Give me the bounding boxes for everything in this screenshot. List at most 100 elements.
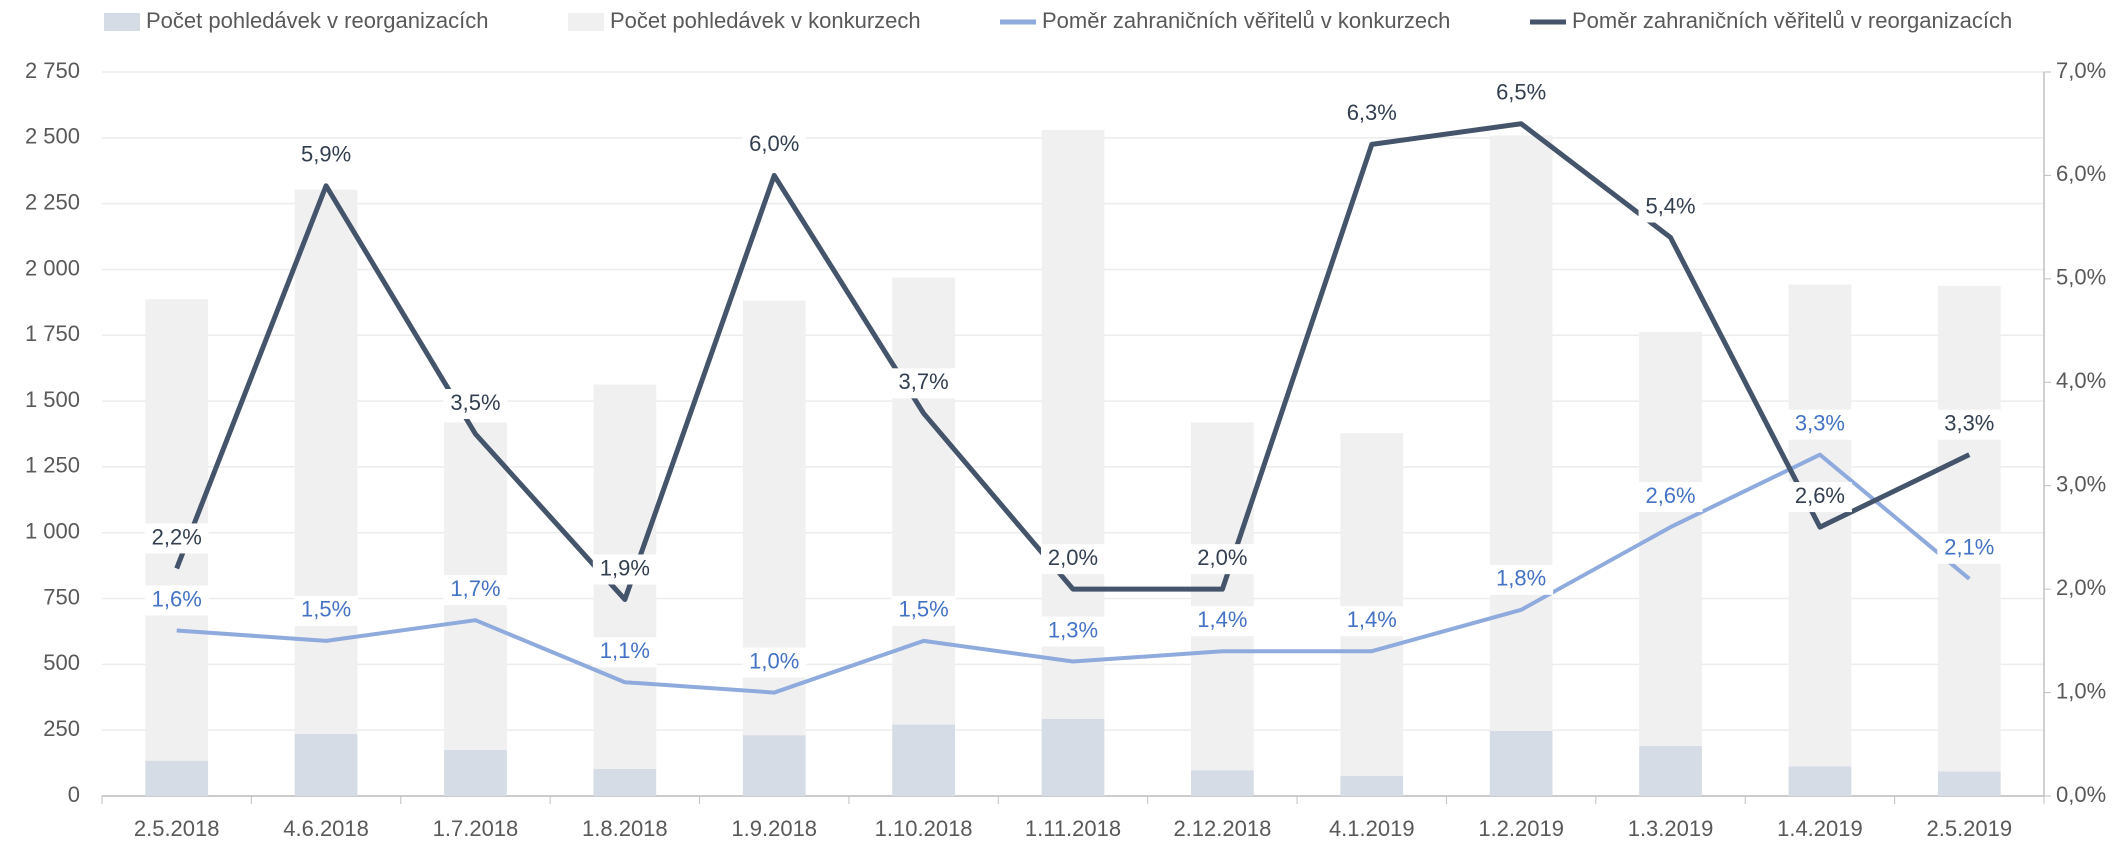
- data-label: 6,3%: [1347, 100, 1397, 125]
- legend-label: Počet pohledávek v reorganizacích: [146, 8, 488, 33]
- data-label: 2,0%: [1048, 545, 1098, 570]
- data-label: 2,6%: [1645, 483, 1695, 508]
- x-tick-label: 1.7.2018: [433, 816, 519, 841]
- y-tick-label: 500: [43, 650, 80, 675]
- data-label: 5,4%: [1645, 193, 1695, 218]
- bar: [1937, 771, 2001, 796]
- x-tick-label: 1.4.2019: [1777, 816, 1863, 841]
- data-label: 5,9%: [301, 142, 351, 167]
- data-label: 2,6%: [1795, 483, 1845, 508]
- y-tick-label: 750: [43, 584, 80, 609]
- label-bg: [1489, 78, 1554, 109]
- bar: [1191, 770, 1254, 796]
- data-label: 2,2%: [152, 524, 202, 549]
- y-tick-label: 2 000: [25, 255, 80, 280]
- label-bg: [742, 130, 807, 161]
- bar: [1191, 422, 1254, 771]
- bar: [1937, 285, 2001, 772]
- bar: [1489, 135, 1553, 731]
- y2-tick-label: 4,0%: [2056, 368, 2106, 393]
- label-bg: [1638, 482, 1703, 513]
- label-bg: [1041, 616, 1105, 647]
- bar: [1489, 730, 1553, 796]
- y-tick-label: 1 500: [25, 387, 80, 412]
- legend-label: Poměr zahraničních věřitelů v konkurzech: [1042, 8, 1450, 33]
- label-bg: [1638, 192, 1703, 223]
- data-label: 2,1%: [1944, 535, 1994, 560]
- label-bg: [1489, 564, 1554, 595]
- x-tick-label: 1.2.2019: [1478, 816, 1564, 841]
- label-bg: [1339, 606, 1404, 637]
- bar: [1788, 766, 1852, 796]
- label-bg: [891, 595, 956, 626]
- x-tick-label: 4.6.2018: [283, 816, 369, 841]
- label-bg: [1937, 409, 2002, 440]
- bar: [444, 749, 507, 796]
- data-label: 6,0%: [749, 131, 799, 156]
- data-label: 1,0%: [749, 648, 799, 673]
- y2-tick-label: 5,0%: [2056, 265, 2106, 290]
- bar: [1340, 433, 1404, 776]
- data-label: 3,5%: [450, 390, 500, 415]
- x-tick-label: 1.10.2018: [875, 816, 973, 841]
- data-label: 3,3%: [1795, 410, 1845, 435]
- label-bg: [144, 523, 209, 554]
- x-tick-label: 1.3.2019: [1628, 816, 1714, 841]
- y2-tick-label: 2,0%: [2056, 575, 2106, 600]
- bar: [742, 735, 806, 796]
- label-bg: [443, 389, 508, 419]
- bar: [892, 277, 955, 725]
- label-bg: [592, 637, 657, 668]
- data-label: 1,4%: [1197, 607, 1247, 632]
- bar: [145, 760, 209, 796]
- data-label: 3,7%: [899, 369, 949, 394]
- label-bg: [1041, 544, 1105, 575]
- y2-tick-label: 1,0%: [2056, 678, 2106, 703]
- data-label: 3,3%: [1944, 410, 1994, 435]
- bar: [294, 733, 358, 796]
- label-bg: [1339, 99, 1404, 130]
- bar: [1041, 718, 1105, 796]
- x-tick-label: 2.12.2018: [1173, 816, 1271, 841]
- x-tick-label: 2.5.2018: [134, 816, 220, 841]
- bar: [294, 189, 358, 734]
- y2-tick-label: 0,0%: [2056, 782, 2106, 807]
- data-label: 1,5%: [899, 597, 949, 622]
- data-label: 1,9%: [600, 555, 650, 580]
- line: [174, 121, 1971, 602]
- bar: [593, 768, 657, 796]
- label-bg: [1190, 606, 1255, 637]
- x-tick-label: 2.5.2019: [1926, 816, 2012, 841]
- data-label: 1,7%: [450, 576, 500, 601]
- y-tick-label: 2 500: [25, 124, 80, 149]
- line: [176, 452, 1971, 695]
- label-bg: [742, 647, 807, 678]
- bar: [1340, 775, 1404, 796]
- label-bg: [1787, 482, 1852, 513]
- bar: [1639, 745, 1702, 796]
- y-tick-label: 2 250: [25, 189, 80, 214]
- label-bg: [294, 140, 359, 171]
- data-label: 1,1%: [600, 638, 650, 663]
- label-bg: [1787, 409, 1852, 440]
- data-label: 1,3%: [1048, 617, 1098, 642]
- x-tick-label: 1.9.2018: [731, 816, 817, 841]
- label-bg: [443, 575, 508, 606]
- label-bg: [1190, 544, 1255, 575]
- x-tick-label: 4.1.2019: [1329, 816, 1415, 841]
- data-label: 1,5%: [301, 597, 351, 622]
- label-bg: [891, 368, 956, 399]
- label-bg: [1937, 533, 2002, 564]
- label-bg: [294, 595, 359, 626]
- legend-label: Poměr zahraničních věřitelů v reorganiza…: [1572, 8, 2012, 33]
- data-label: 1,4%: [1347, 607, 1397, 632]
- y2-tick-label: 3,0%: [2056, 472, 2106, 497]
- data-label: 1,6%: [152, 586, 202, 611]
- y2-tick-label: 7,0%: [2056, 58, 2106, 83]
- label-bg: [592, 554, 657, 585]
- y-tick-label: 2 750: [25, 58, 80, 83]
- x-tick-label: 1.11.2018: [1025, 816, 1121, 841]
- data-label: 6,5%: [1496, 80, 1546, 105]
- y-tick-label: 1 250: [25, 453, 80, 478]
